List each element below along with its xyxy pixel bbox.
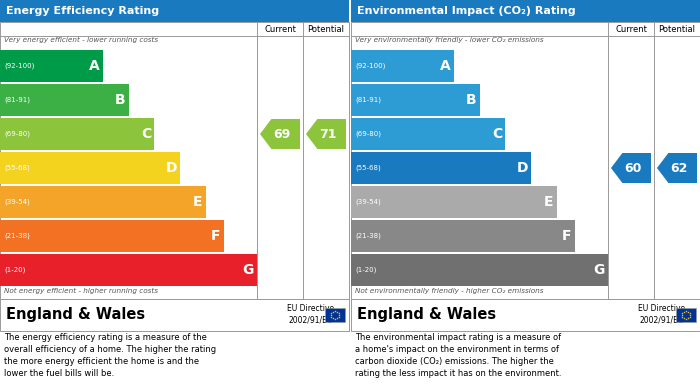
Text: (55-68): (55-68) — [4, 165, 29, 171]
Text: (92-100): (92-100) — [4, 63, 34, 69]
Text: Current: Current — [615, 25, 647, 34]
Bar — [351, 186, 556, 218]
Text: 60: 60 — [624, 161, 641, 174]
Text: (69-80): (69-80) — [4, 131, 30, 137]
Bar — [676, 308, 696, 322]
Text: A: A — [89, 59, 100, 73]
Bar — [351, 50, 454, 82]
Text: F: F — [211, 229, 220, 243]
Bar — [0, 254, 257, 286]
Text: Not environmentally friendly - higher CO₂ emissions: Not environmentally friendly - higher CO… — [355, 288, 543, 294]
Text: Current: Current — [264, 25, 296, 34]
Text: D: D — [165, 161, 177, 175]
Text: Environmental Impact (CO₂) Rating: Environmental Impact (CO₂) Rating — [357, 6, 575, 16]
Text: C: C — [492, 127, 502, 141]
Text: EU Directive
2002/91/EC: EU Directive 2002/91/EC — [638, 304, 685, 324]
Polygon shape — [611, 153, 651, 183]
Text: (1-20): (1-20) — [4, 267, 25, 273]
Bar — [0, 0, 349, 22]
Text: (1-20): (1-20) — [355, 267, 377, 273]
Bar — [0, 186, 206, 218]
Text: D: D — [517, 161, 528, 175]
Text: F: F — [562, 229, 572, 243]
Text: England & Wales: England & Wales — [357, 307, 496, 323]
Text: B: B — [466, 93, 477, 107]
Bar — [325, 308, 345, 322]
Text: Potential: Potential — [659, 25, 696, 34]
Text: (55-68): (55-68) — [355, 165, 381, 171]
Bar — [351, 220, 575, 252]
Text: (81-91): (81-91) — [4, 97, 30, 103]
Bar — [351, 118, 505, 150]
Text: Potential: Potential — [307, 25, 344, 34]
Text: Energy Efficiency Rating: Energy Efficiency Rating — [6, 6, 159, 16]
Polygon shape — [657, 153, 697, 183]
Text: (39-54): (39-54) — [4, 199, 29, 205]
Text: 62: 62 — [670, 161, 687, 174]
Text: (21-38): (21-38) — [355, 233, 381, 239]
Bar — [351, 254, 608, 286]
Bar — [351, 84, 480, 116]
Bar — [0, 50, 103, 82]
Bar — [351, 0, 700, 22]
Bar — [0, 152, 180, 184]
Text: C: C — [141, 127, 151, 141]
Text: (69-80): (69-80) — [355, 131, 381, 137]
Bar — [351, 299, 700, 331]
Text: B: B — [115, 93, 125, 107]
Text: The environmental impact rating is a measure of
a home's impact on the environme: The environmental impact rating is a mea… — [355, 333, 561, 378]
Text: 69: 69 — [273, 127, 290, 140]
Bar — [0, 118, 154, 150]
Text: A: A — [440, 59, 451, 73]
Text: (81-91): (81-91) — [355, 97, 381, 103]
Text: England & Wales: England & Wales — [6, 307, 145, 323]
Text: 71: 71 — [319, 127, 337, 140]
Text: (39-54): (39-54) — [355, 199, 381, 205]
Text: (92-100): (92-100) — [355, 63, 386, 69]
Text: (21-38): (21-38) — [4, 233, 30, 239]
Text: EU Directive
2002/91/EC: EU Directive 2002/91/EC — [288, 304, 335, 324]
Bar — [0, 220, 223, 252]
Bar — [351, 152, 531, 184]
Text: Not energy efficient - higher running costs: Not energy efficient - higher running co… — [4, 288, 158, 294]
Text: Very environmentally friendly - lower CO₂ emissions: Very environmentally friendly - lower CO… — [355, 37, 544, 43]
Bar — [351, 22, 700, 299]
Text: G: G — [243, 263, 254, 277]
Bar — [0, 22, 349, 299]
Text: G: G — [594, 263, 605, 277]
Text: E: E — [544, 195, 554, 209]
Bar — [0, 84, 129, 116]
Text: The energy efficiency rating is a measure of the
overall efficiency of a home. T: The energy efficiency rating is a measur… — [4, 333, 216, 378]
Bar — [0, 299, 349, 331]
Polygon shape — [306, 119, 346, 149]
Text: Very energy efficient - lower running costs: Very energy efficient - lower running co… — [4, 37, 158, 43]
Polygon shape — [260, 119, 300, 149]
Text: E: E — [193, 195, 202, 209]
